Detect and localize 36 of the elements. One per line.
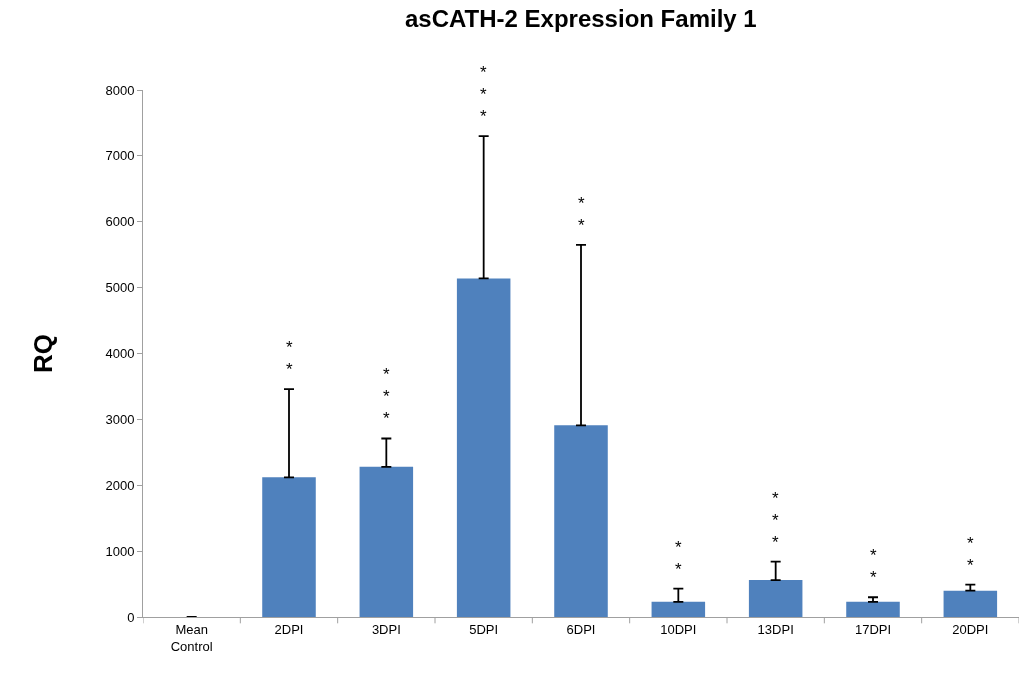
x-tick-label: 5DPI <box>469 621 499 637</box>
bar <box>554 425 608 617</box>
y-tick-label: 7000 <box>105 148 135 164</box>
bar <box>846 601 900 617</box>
y-tick-label: 2000 <box>105 477 135 493</box>
bar <box>943 590 998 617</box>
y-tick-label: 1000 <box>105 543 135 559</box>
x-tick-label: 6DPI <box>566 621 596 637</box>
y-tick-label: 3000 <box>105 411 135 427</box>
annotation: * * <box>967 534 974 576</box>
x-tick-label: 20DPI <box>952 621 989 637</box>
chart-title: asCATH-2 Expression Family 1 <box>404 4 757 32</box>
bar <box>359 466 414 617</box>
bar <box>748 580 803 617</box>
annotation: * * <box>578 194 585 236</box>
x-tick-label: Mean Control <box>170 621 213 654</box>
annotation: * * * <box>772 489 779 553</box>
bar <box>651 601 706 617</box>
y-axis-title: RQ <box>27 334 58 373</box>
x-tick-label: 2DPI <box>274 621 304 637</box>
y-tick-label: 6000 <box>105 214 135 230</box>
x-tick-label: 13DPI <box>757 621 794 637</box>
y-tick-label: 8000 <box>105 82 135 98</box>
annotation: * * <box>870 546 877 588</box>
annotation: * * * <box>480 63 487 127</box>
bar <box>262 477 316 617</box>
x-tick-label: 17DPI <box>854 621 892 637</box>
bar <box>456 278 511 617</box>
y-tick-label: 4000 <box>105 346 135 362</box>
y-tick-label: 0 <box>127 609 135 625</box>
y-tick-label: 5000 <box>105 280 135 296</box>
x-tick-label: 10DPI <box>660 621 697 637</box>
annotation: * * * <box>383 365 390 429</box>
annotation: * * <box>286 338 293 380</box>
annotation: * * <box>675 538 682 580</box>
x-tick-label: 3DPI <box>371 621 401 637</box>
